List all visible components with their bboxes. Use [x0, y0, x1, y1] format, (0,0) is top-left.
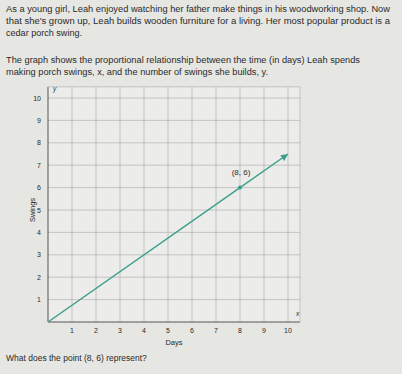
y-grid-line [48, 98, 300, 99]
x-grid-line [72, 87, 73, 322]
y-tick-label: 9 [37, 117, 41, 124]
y-axis [48, 87, 49, 322]
y-tick-label: 10 [33, 95, 41, 102]
y-tick-label: 6 [37, 184, 41, 191]
x-tick-label: 1 [70, 327, 74, 334]
plot-area [48, 87, 300, 322]
x-grid-line [144, 87, 145, 322]
paragraph-line: that she's grown up, Leah builds wooden … [6, 16, 390, 26]
y-grid-line [48, 187, 300, 188]
point-label: (8, 6) [232, 168, 251, 177]
y-grid-line [48, 165, 300, 166]
x-grid-line [120, 87, 121, 322]
y-grid-line [48, 120, 300, 121]
arrowhead [280, 154, 288, 161]
y-tick-label: 8 [37, 139, 41, 146]
x-tick-label: 10 [284, 327, 292, 334]
marks [48, 154, 288, 322]
x-tick-label: 7 [214, 327, 218, 334]
x-tick-label: 8 [238, 327, 242, 334]
x-tick-label: 6 [190, 327, 194, 334]
x-tick-label: 5 [166, 327, 170, 334]
line [48, 154, 288, 322]
y-grid-line [48, 232, 300, 233]
x-range-end [300, 87, 301, 322]
paragraph-line: making porch swings, x, and the number o… [6, 67, 268, 77]
x-variable: x [295, 310, 300, 317]
y-variable: y [52, 85, 57, 93]
x-grid-line [96, 87, 97, 322]
paragraph-line: cedar porch swing. [6, 28, 82, 38]
y-tick-label: 1 [37, 296, 41, 303]
x-axis-title: Days [165, 338, 182, 347]
y-tick-label: 2 [37, 274, 41, 281]
paragraph-line: As a young girl, Leah enjoyed watching h… [6, 4, 391, 14]
y-tick-label: 3 [37, 251, 41, 258]
y-tick-label: 5 [37, 207, 41, 214]
y-grid-line [48, 142, 300, 143]
y-grid-line [48, 210, 300, 211]
x-tick-label: 9 [262, 327, 266, 334]
x-grid-line [264, 87, 265, 322]
y-tick-label: 7 [37, 162, 41, 169]
x-grid-line [240, 87, 241, 322]
x-grid-line [288, 87, 289, 322]
x-grid-line [168, 87, 169, 322]
x-tick-label: 3 [118, 327, 122, 334]
y-range-end [48, 86, 300, 87]
paragraph-line: The graph shows the proportional relatio… [6, 55, 360, 65]
x-tick-label: 2 [94, 327, 98, 334]
question: What does the point (8, 6) represent? [6, 353, 147, 363]
x-grid-line [192, 87, 193, 322]
y-grid-line [48, 299, 300, 300]
x-axis [48, 322, 300, 323]
y-axis-title: Swings [28, 198, 37, 222]
y-tick-label: 4 [37, 229, 41, 236]
y-grid-line [48, 254, 300, 255]
x-tick-label: 4 [142, 327, 146, 334]
annotated-point [238, 186, 242, 190]
y-grid-line [48, 277, 300, 278]
